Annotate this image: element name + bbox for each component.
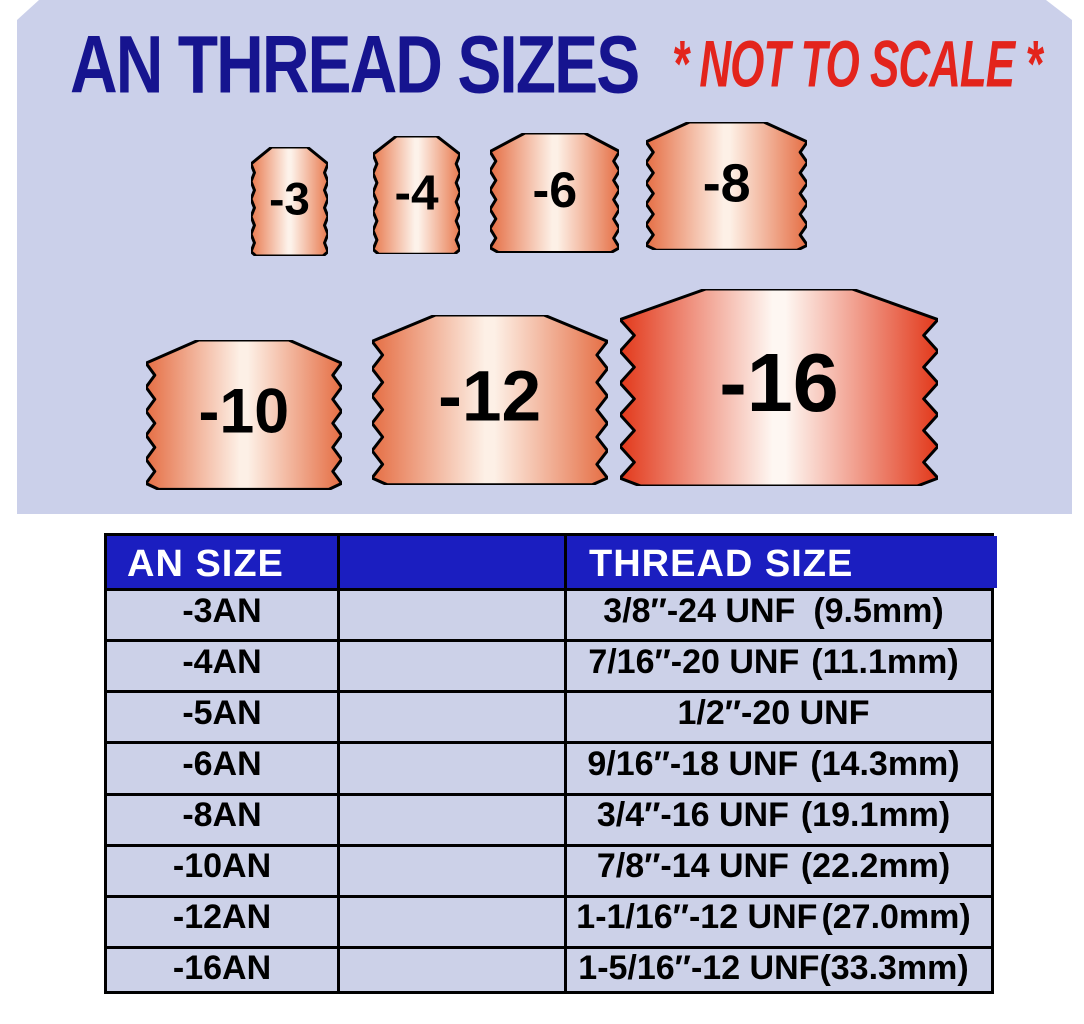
- svg-text:-12: -12: [438, 356, 541, 436]
- svg-text:-10: -10: [199, 377, 290, 447]
- svg-text:-4: -4: [394, 165, 439, 221]
- svg-text:-6: -6: [532, 162, 577, 218]
- svg-text:-8: -8: [702, 154, 750, 214]
- svg-text:-16: -16: [719, 336, 839, 429]
- svg-text:-3: -3: [269, 174, 310, 225]
